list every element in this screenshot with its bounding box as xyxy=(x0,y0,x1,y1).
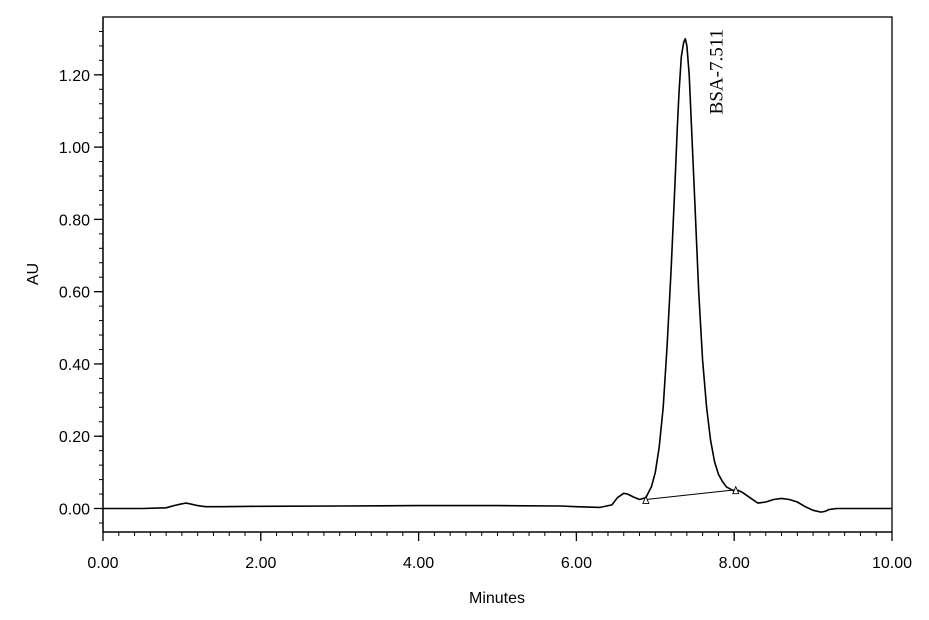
peak-label: BSA-7.511 xyxy=(707,29,728,114)
x-tick-label: 2.00 xyxy=(245,555,276,572)
x-tick-label: 6.00 xyxy=(561,555,592,572)
integration-baseline xyxy=(645,489,736,500)
y-axis-title: AU xyxy=(25,263,42,285)
y-tick-label: 1.20 xyxy=(59,68,90,85)
y-tick-label: 0.60 xyxy=(59,285,90,302)
baseline-marker xyxy=(732,485,740,495)
series-group xyxy=(103,37,892,513)
x-axis-title: Minutes xyxy=(469,590,525,607)
plot-frame xyxy=(102,16,893,533)
y-tick-label: 0.80 xyxy=(59,212,90,229)
y-tick-label: 1.00 xyxy=(59,140,90,157)
x-tick-label: 10.00 xyxy=(872,555,912,572)
y-tick-label: 0.40 xyxy=(59,357,90,374)
y-tick-label: 0.00 xyxy=(59,502,90,519)
baseline-marker xyxy=(642,495,650,504)
x-axis-ticks: 0.00 2.00 4.00 6.00 8.00 10.00 xyxy=(87,532,912,572)
x-tick-label: 4.00 xyxy=(403,555,434,572)
x-tick-label: 0.00 xyxy=(87,555,118,572)
chromatogram-trace xyxy=(103,37,892,513)
x-tick-label: 8.00 xyxy=(719,555,750,572)
y-tick-label: 0.20 xyxy=(59,429,90,446)
y-axis-ticks: 0.00 0.20 0.40 0.60 0.80 1.00 1.20 xyxy=(59,30,103,524)
annotation-group: BSA-7.511 xyxy=(707,29,728,114)
